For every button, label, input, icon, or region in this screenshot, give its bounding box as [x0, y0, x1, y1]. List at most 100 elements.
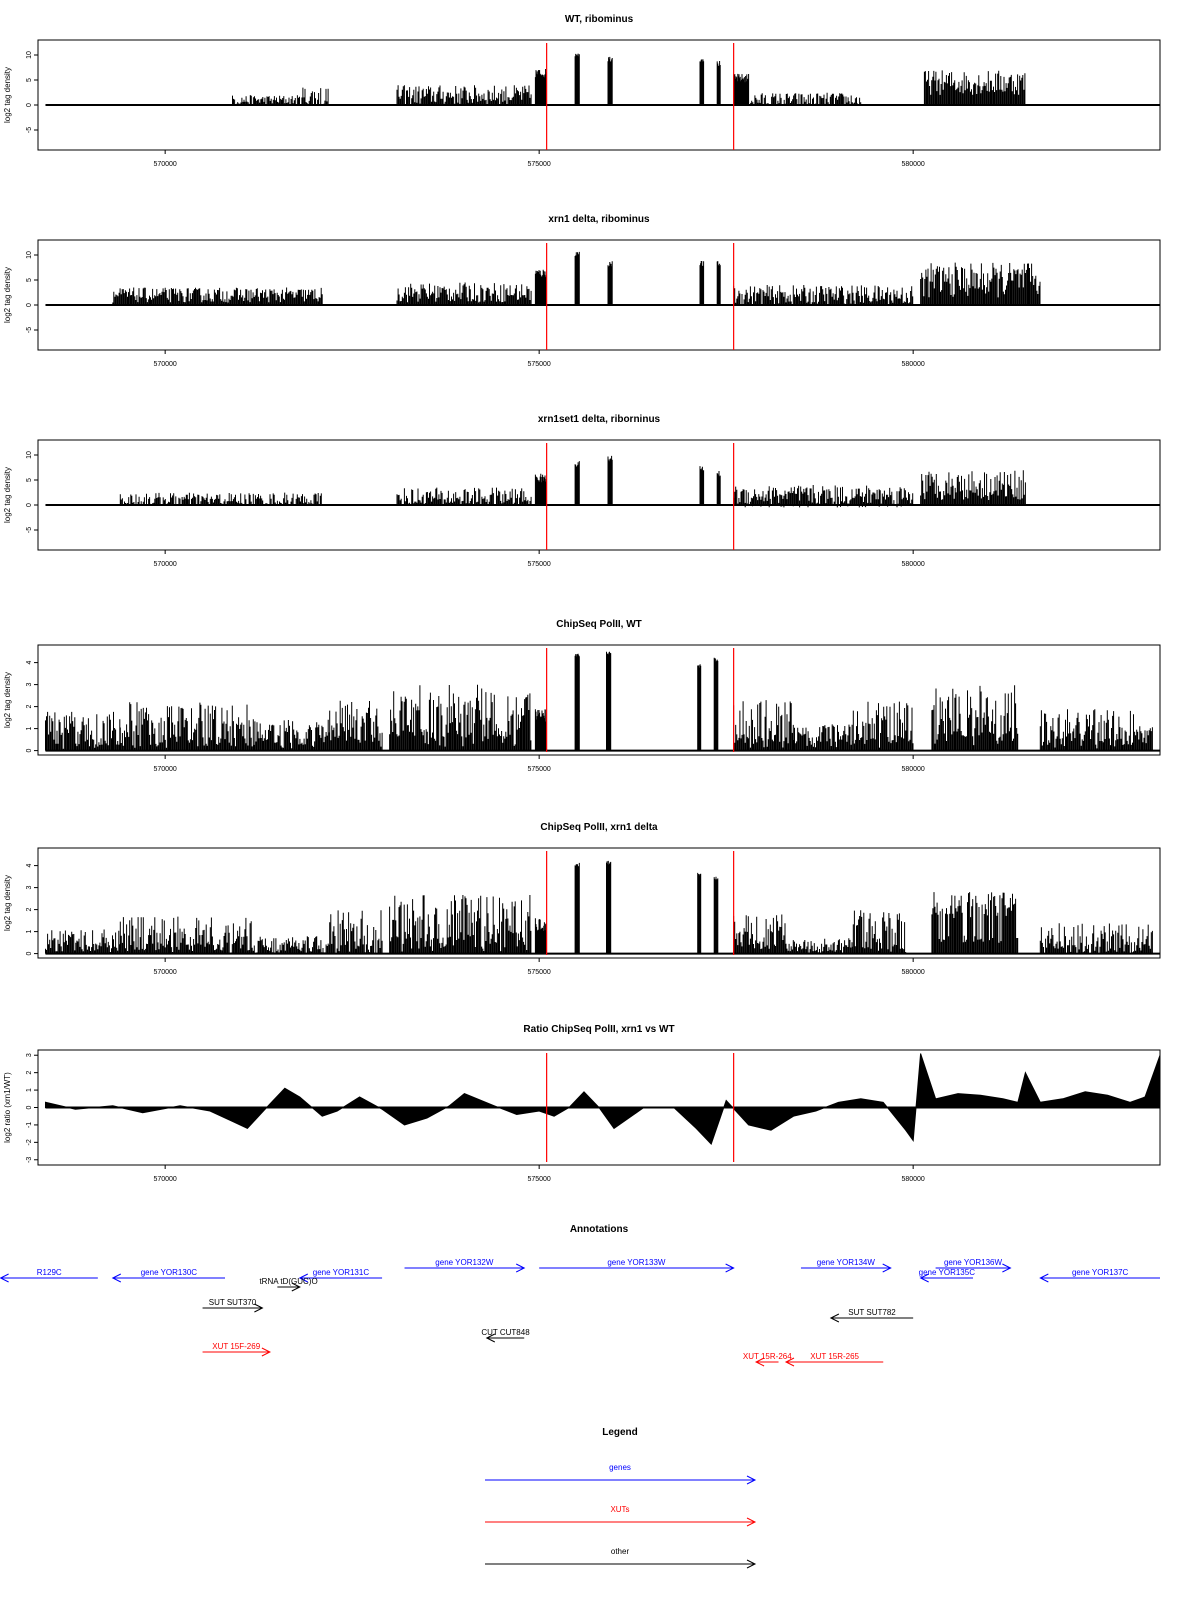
- annotation-label: gene YOR133W: [607, 1258, 666, 1267]
- y-axis-label: log2 tag density: [3, 875, 12, 931]
- x-tick-label: 570000: [153, 361, 176, 368]
- y-tick-label: 3: [26, 683, 33, 687]
- panel-6: Ratio ChipSeq PolII, xrn1 vs WT -3 -2 -1 0 1 2…: [3, 1024, 1161, 1183]
- y-tick-label: 0: [26, 103, 33, 107]
- x-tick-label: 575000: [527, 1176, 550, 1183]
- panel-title: ChipSeq PolII, xrn1 delta: [540, 822, 658, 833]
- y-tick-label: -5: [26, 127, 33, 133]
- x-tick-label: 570000: [153, 969, 176, 976]
- y-tick-label: -1: [26, 1122, 33, 1128]
- legend-arrow-head: [746, 1559, 757, 1569]
- arrow-head: [754, 1357, 765, 1367]
- arrow-head: [111, 1273, 122, 1283]
- signal-bars: [232, 53, 1026, 105]
- y-tick-label: 5: [26, 78, 33, 82]
- y-tick-label: 4: [26, 864, 33, 868]
- arrow-head: [298, 1273, 309, 1283]
- arrow-head: [784, 1357, 795, 1367]
- y-tick-label: -3: [26, 1157, 33, 1163]
- panel-title: xrn1 delta, ribominus: [548, 214, 650, 225]
- panel-3: xrn1set1 delta, riborninus -5 0 5 10 log2 tag…: [3, 414, 1161, 568]
- y-axis-label: log2 ratio (xrn1/WT): [3, 1072, 12, 1143]
- annotations-panel: Annotations R129C gene YOR130C gene YOR131C…: [0, 1224, 1160, 1367]
- arrow-head: [485, 1333, 496, 1343]
- y-tick-label: 2: [26, 908, 33, 912]
- legend-arrow-head: [746, 1517, 757, 1527]
- x-tick-label: 570000: [153, 561, 176, 568]
- plot-frame: [37, 239, 1161, 351]
- x-tick-label: 575000: [527, 766, 550, 773]
- x-tick-label: 580000: [901, 969, 924, 976]
- y-tick-label: 0: [26, 503, 33, 507]
- y-tick-label: 0: [26, 303, 33, 307]
- y-tick-label: 3: [26, 886, 33, 890]
- x-tick-label: 570000: [153, 161, 176, 168]
- y-tick-label: 3: [26, 1053, 33, 1057]
- annotation-label: SUT SUT782: [848, 1308, 896, 1317]
- x-tick-label: 580000: [901, 766, 924, 773]
- arrow-head: [1039, 1273, 1049, 1283]
- panel-5: ChipSeq PolII, xrn1 delta 0 1 2 3 4 log2 tag d…: [3, 822, 1161, 976]
- x-tick-label: 570000: [153, 1176, 176, 1183]
- signal-bars: [112, 251, 1041, 305]
- annotation-label: gene YOR132W: [435, 1258, 494, 1267]
- y-tick-label: 10: [26, 51, 33, 59]
- plot-frame: [37, 39, 1161, 151]
- panel-2: xrn1 delta, ribominus -5 0 5 10 log2 tag dens…: [3, 214, 1161, 368]
- annotation-label: XUT 15R-264: [743, 1352, 792, 1361]
- annotation-label: SUT SUT370: [209, 1298, 257, 1307]
- y-tick-label: 0: [26, 1105, 33, 1109]
- y-tick-label: 10: [26, 251, 33, 259]
- signal-bars: [119, 455, 1026, 508]
- y-tick-label: 1: [26, 930, 33, 934]
- y-tick-label: -2: [26, 1139, 33, 1145]
- arrow-head: [515, 1263, 526, 1273]
- annotation-label: gene YOR134W: [817, 1258, 876, 1267]
- arrow-head: [261, 1347, 271, 1357]
- x-tick-label: 575000: [527, 561, 550, 568]
- arrow-head: [0, 1273, 9, 1283]
- annotation-label: gene YOR137C: [1072, 1268, 1129, 1277]
- legend-title: Legend: [602, 1427, 638, 1438]
- panel-title: Ratio ChipSeq PolII, xrn1 vs WT: [523, 1024, 674, 1035]
- annotation-label: XUT 15R-265: [810, 1352, 859, 1361]
- y-axis-label: log2 tag density: [3, 67, 12, 123]
- y-tick-label: 0: [26, 952, 33, 956]
- x-tick-label: 575000: [527, 161, 550, 168]
- signal-bars: [45, 860, 1153, 954]
- arrow-head: [882, 1263, 892, 1273]
- y-tick-label: 2: [26, 705, 33, 709]
- y-tick-label: 1: [26, 1088, 33, 1092]
- y-tick-label: 5: [26, 278, 33, 282]
- x-tick-label: 570000: [153, 766, 176, 773]
- y-tick-label: 1: [26, 727, 33, 731]
- plot-frame: [37, 644, 1161, 756]
- legend-label: XUTs: [610, 1505, 629, 1514]
- panel-1: WT, ribominus -5 0 5 10 log2 tag density 57000…: [3, 14, 1161, 168]
- panel-4: ChipSeq PolII, WT 0 1 2 3 4 log2 tag density 57…: [3, 619, 1161, 773]
- annotation-label: XUT 15F-269: [212, 1342, 260, 1351]
- panel-title: xrn1set1 delta, riborninus: [538, 414, 661, 425]
- panel-title: WT, ribominus: [565, 14, 634, 25]
- x-tick-label: 575000: [527, 361, 550, 368]
- legend-label: genes: [609, 1463, 631, 1472]
- legend-label: other: [611, 1547, 630, 1556]
- y-tick-label: 2: [26, 1071, 33, 1075]
- annotation-label: R129C: [37, 1268, 62, 1277]
- y-tick-label: 5: [26, 478, 33, 482]
- x-tick-label: 580000: [901, 161, 924, 168]
- annotation-label: gene YOR130C: [141, 1268, 198, 1277]
- arrow-head: [254, 1303, 264, 1313]
- legend: Legend genes XUTs other: [485, 1427, 757, 1569]
- arrow-head: [1002, 1263, 1012, 1273]
- x-tick-label: 575000: [527, 969, 550, 976]
- y-tick-label: -5: [26, 327, 33, 333]
- y-tick-label: 0: [26, 749, 33, 753]
- arrow-head: [725, 1263, 735, 1273]
- y-axis-label: log2 tag density: [3, 267, 12, 323]
- annotation-label: gene YOR135C: [919, 1268, 976, 1277]
- y-axis-label: log2 tag density: [3, 672, 12, 728]
- y-tick-label: -5: [26, 527, 33, 533]
- y-tick-label: 4: [26, 661, 33, 665]
